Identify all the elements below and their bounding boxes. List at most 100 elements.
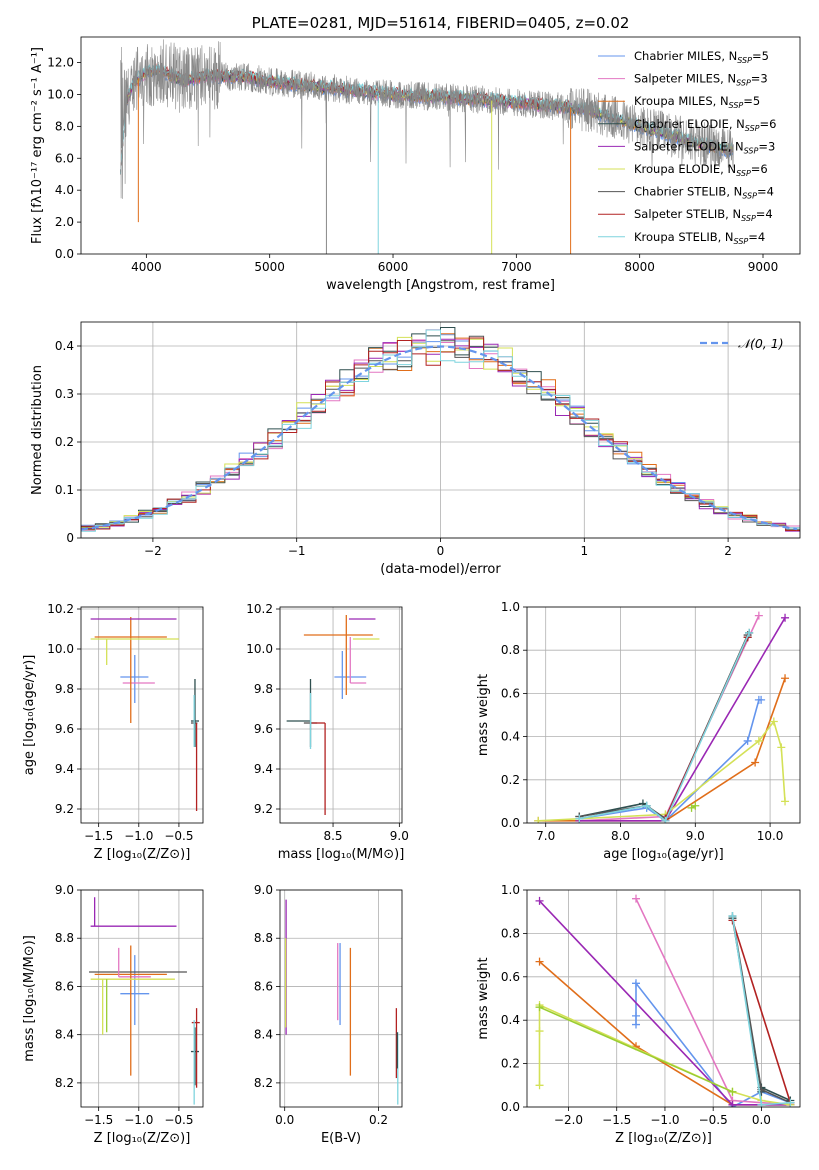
x-tick-label: 9.0 — [390, 829, 409, 843]
axes-frame — [526, 606, 801, 824]
y-tick-label: 0.0 — [501, 1100, 520, 1114]
chart-mass_weight_vs_age: 7.0 8.0 9.0 10.0 0.0 0.2 0.4 0.6 0.8 1.0 age [log₁… — [476, 600, 801, 862]
x-tick-label: −1.0 — [650, 1113, 679, 1127]
mass-weight-marker — [745, 628, 754, 637]
mass-weight-marker — [535, 896, 544, 905]
legend-label: Salpeter STELIB, NSSP=4 — [634, 207, 773, 223]
y-axis-label: mass [log₁₀(M/M⊙)] — [22, 935, 37, 1062]
mass-weight-marker — [728, 1087, 737, 1096]
x-tick-label: 8.0 — [611, 829, 630, 843]
y-tick-label: 0.4 — [501, 730, 520, 744]
mass-weight-marker — [632, 894, 641, 903]
mass-weight-marker — [751, 758, 760, 767]
mass-weight-marker — [535, 1003, 544, 1012]
mass-weight-marker — [757, 1100, 766, 1107]
plot-area — [534, 611, 790, 823]
chart-age_vs_Z: −1.5 −1.0 −0.5 9.2 9.4 9.6 9.8 10.0 10.2 Z [log₁₀… — [22, 602, 204, 862]
mass-weight-marker — [786, 1098, 795, 1107]
plot-area — [284, 899, 399, 1105]
y-tick-label: 9.4 — [55, 762, 74, 776]
x-tick-label: −2 — [144, 544, 162, 558]
y-tick-label: 8.4 — [254, 1028, 273, 1042]
y-tick-label: 0.0 — [55, 247, 74, 261]
x-axis-label: wavelength [Angstrom, rest frame] — [326, 278, 555, 293]
x-axis-label: E(B-V) — [321, 1131, 361, 1146]
mass-weight-marker — [632, 979, 641, 988]
observed-spectrum-line — [120, 39, 734, 199]
chart-mass_weight_vs_Z: −2.0 −1.5 −1.0 −0.5 0.0 0.0 0.2 0.4 0.6 0.8 1.0 Z [… — [476, 883, 801, 1146]
x-tick-label: 9000 — [748, 260, 779, 274]
x-tick-label: 8.5 — [323, 829, 342, 843]
y-tick-label: 8.8 — [55, 931, 74, 945]
y-tick-label: 9.2 — [55, 802, 74, 816]
y-tick-label: 9.8 — [55, 682, 74, 696]
y-tick-label: 0.8 — [501, 926, 520, 940]
axes-frame — [526, 889, 801, 1108]
y-tick-label: 9.2 — [254, 802, 273, 816]
legend: Chabrier MILES, NSSP=5 Salpeter MILES, NS… — [598, 49, 776, 246]
mass-weight-line — [579, 615, 760, 822]
residual-histogram — [81, 329, 800, 532]
y-tick-label: 0.2 — [501, 773, 520, 787]
mass-weight-line — [539, 1006, 733, 1093]
y-tick-label: 0.2 — [55, 435, 74, 449]
chart-mass_vs_Z: −1.5 −1.0 −0.5 8.2 8.4 8.6 8.8 9.0 Z [log₁₀(Z/Z⊙… — [22, 883, 204, 1146]
x-tick-label: 0.0 — [752, 1113, 771, 1127]
mass-weight-marker — [728, 1100, 737, 1107]
y-tick-label: 9.0 — [254, 883, 273, 897]
y-tick-label: 0.4 — [55, 339, 74, 353]
y-axis-label: mass weight — [476, 957, 491, 1039]
axes-frame — [80, 36, 801, 255]
legend-label: Chabrier STELIB, NSSP=4 — [634, 185, 774, 201]
y-tick-label: 8.2 — [254, 1076, 273, 1090]
mass-weight-line — [538, 1003, 791, 1106]
mass-weight-line — [579, 634, 749, 820]
y-tick-label: 6.0 — [55, 151, 74, 165]
y-axis-label: Normed distribution — [30, 365, 45, 495]
x-tick-label: 6000 — [378, 260, 409, 274]
legend-label: Kroupa ELODIE, NSSP=6 — [634, 162, 768, 178]
x-axis-label: Z [log₁₀(Z/Z⊙)] — [94, 847, 191, 862]
plot-area — [81, 327, 800, 532]
axes-frame — [80, 889, 204, 1108]
y-tick-label: 0 — [66, 531, 74, 545]
x-axis-label: Z [log₁₀(Z/Z⊙)] — [94, 1131, 191, 1146]
y-tick-label: 9.8 — [254, 682, 273, 696]
chart-age_vs_mass: 8.5 9.0 9.2 9.4 9.6 9.8 10.0 10.2 mass [log₁₀(M/… — [246, 602, 409, 862]
plot-area — [535, 894, 795, 1107]
legend-label: Salpeter MILES, NSSP=3 — [634, 72, 768, 88]
legend-label: Chabrier MILES, NSSP=5 — [634, 49, 769, 65]
x-axis-label: age [log₁₀(age/yr)] — [603, 847, 724, 862]
y-tick-label: 2.0 — [55, 215, 74, 229]
mass-weight-marker — [743, 736, 752, 745]
y-tick-label: 9.6 — [55, 722, 74, 736]
y-tick-label: 8.2 — [55, 1076, 74, 1090]
mass-weight-marker — [754, 736, 763, 745]
y-tick-label: 0.3 — [55, 387, 74, 401]
chart-title: PLATE=0281, MJD=51614, FIBERID=0405, z=0… — [252, 14, 630, 32]
y-tick-label: 8.0 — [55, 119, 74, 133]
mass-weight-marker — [661, 816, 670, 823]
mass-weight-marker — [781, 674, 790, 683]
x-axis-label: (data-model)/error — [380, 562, 501, 577]
y-tick-label: 0.4 — [501, 1013, 520, 1027]
axes-frame — [279, 606, 403, 824]
y-tick-label: 0.2 — [501, 1057, 520, 1071]
legend-label: 𝒩(0, 1) — [738, 336, 784, 351]
mass-weight-marker — [691, 801, 700, 810]
mass-weight-marker — [754, 611, 763, 620]
x-tick-label: −2.0 — [554, 1113, 583, 1127]
y-tick-label: 0.1 — [55, 483, 74, 497]
y-tick-label: 8.8 — [254, 931, 273, 945]
y-tick-label: 10.0 — [47, 87, 74, 101]
y-tick-label: 8.6 — [254, 979, 273, 993]
mass-weight-line — [579, 632, 750, 823]
y-tick-label: 10.2 — [246, 602, 273, 616]
mass-weight-marker — [534, 816, 543, 823]
legend-label: Kroupa STELIB, NSSP=4 — [634, 230, 765, 246]
x-tick-label: −0.5 — [164, 1113, 193, 1127]
y-tick-label: 0.0 — [501, 816, 520, 830]
y-axis-label: Flux [fλ10⁻¹⁷ erg cm⁻² s⁻¹ A⁻¹] — [30, 47, 45, 244]
mass-weight-marker — [535, 1081, 544, 1090]
mass-weight-marker — [757, 695, 766, 704]
